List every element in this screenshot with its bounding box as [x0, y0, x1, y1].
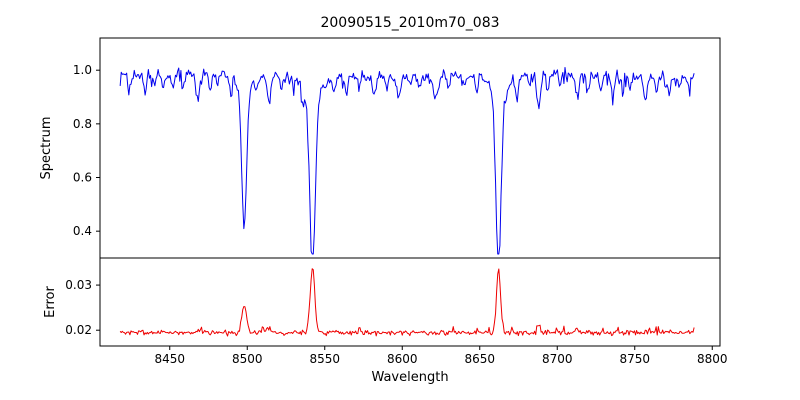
y-axis-label-spectrum: Spectrum: [39, 117, 54, 180]
y-tick-label-spectrum: 1.0: [73, 63, 92, 77]
x-tick-label: 8750: [619, 352, 650, 366]
error-line: [119, 268, 695, 337]
x-tick-label: 8800: [697, 352, 728, 366]
x-axis-label: Wavelength: [371, 370, 448, 385]
spectrum-panel-border: [99, 37, 721, 259]
x-tick-label: 8600: [387, 352, 418, 366]
x-tick-label: 8650: [464, 352, 495, 366]
x-tick-label: 8550: [309, 352, 340, 366]
y-tick-label-spectrum: 0.6: [73, 171, 92, 185]
y-tick-label-error: 0.02: [65, 323, 92, 337]
axis-ticks: 8450 8500 8550 8600 8650 8700 8750 8800 1.0 0.8 0.…: [65, 63, 727, 366]
error-panel-border: [99, 257, 721, 347]
x-tick-label: 8700: [542, 352, 573, 366]
y-tick-label-spectrum: 0.8: [73, 117, 92, 131]
x-tick-label: 8500: [232, 352, 263, 366]
plot-series: [119, 66, 695, 337]
spectrum-line: [119, 66, 695, 255]
y-tick-label-spectrum: 0.4: [73, 224, 92, 238]
x-tick-label: 8450: [154, 352, 185, 366]
y-tick-label-error: 0.03: [65, 278, 92, 292]
chart-title: 20090515_2010m70_083: [320, 15, 499, 31]
y-axis-label-error: Error: [43, 286, 58, 318]
